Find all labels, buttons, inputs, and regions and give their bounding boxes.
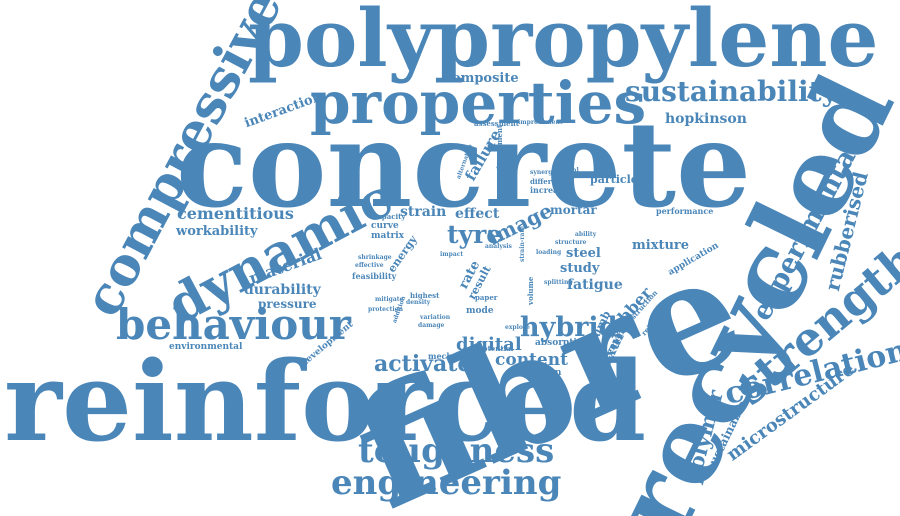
word-effective: effective (355, 262, 384, 269)
word-impact: impact (440, 251, 464, 258)
word-sustainability: sustainability (625, 75, 838, 108)
word-assessment: assessment (474, 119, 519, 128)
word-cementitious: cementitious (177, 204, 294, 223)
word-polypropylene: polypropylene (248, 0, 879, 85)
word-mixture: mixture (632, 238, 690, 253)
word-loading: loading (536, 249, 562, 256)
word-environmental: environmental (169, 342, 243, 352)
word-increase: increase (530, 185, 568, 195)
word-concrete: concrete (176, 95, 752, 234)
word-activated: activated (374, 351, 487, 377)
word-workability: workability (176, 224, 258, 239)
word-behaviour: behaviour (116, 300, 351, 349)
word-composite: composite (444, 71, 519, 86)
word-hopkinson: hopkinson (665, 111, 747, 127)
word-analysis: analysis (485, 243, 512, 250)
word-optimal: optimal (553, 167, 579, 174)
word-hybrid: hybrid (520, 312, 618, 343)
word-mechanical: mechanical (428, 351, 480, 361)
word-performance: performance (656, 206, 714, 216)
word-particle: particle (590, 173, 638, 186)
word-splitting: splitting (544, 279, 573, 286)
word-digital: digital (456, 334, 522, 355)
word-explore: explore (505, 324, 530, 331)
word-enhancement: enhancement (495, 124, 504, 178)
word-mortar: mortar (550, 203, 597, 217)
word-properties: properties (310, 69, 647, 137)
word-shrinkage: shrinkage (358, 254, 392, 261)
word-ability: ability (575, 231, 597, 238)
word-reinforced: reinforced (4, 337, 647, 466)
word-production: production (506, 368, 562, 378)
word-study: study (560, 261, 600, 276)
word-capacity: capacity (373, 212, 406, 221)
word-feasibility: feasibility (352, 271, 397, 281)
word-durability: durability (244, 282, 321, 298)
word-damage: damage (418, 322, 445, 329)
word-protection: protection (368, 306, 404, 313)
word-strain-rate: strain-rate (519, 226, 526, 262)
word-toughness: toughness (358, 431, 555, 471)
word-tyre: tyre (447, 220, 503, 249)
word-potential: potential (478, 344, 514, 353)
word-synergistic: synergistic (530, 169, 567, 176)
word-fatigue: fatigue (567, 277, 623, 293)
word-effect: effect (455, 206, 500, 222)
word-mode: mode (466, 306, 494, 316)
word-steel: steel (566, 246, 601, 261)
word-structure: structure (555, 239, 587, 246)
word-density: density (406, 299, 431, 306)
word-strain: strain (400, 204, 447, 220)
word-volume: volume (526, 276, 535, 305)
word-improvement: improvement (518, 119, 563, 126)
word-mitigate: mitigate (375, 296, 404, 303)
word-highest: highest (410, 291, 440, 300)
word-paper: paper (475, 293, 498, 302)
word-variation: variation (420, 314, 451, 321)
word-engineering: engineering (331, 463, 562, 503)
word-matrix: matrix (371, 231, 405, 241)
word-content: content (495, 350, 568, 370)
word-different: different (530, 177, 565, 186)
word-absorption: absorption (535, 338, 590, 348)
word-curve: curve (371, 221, 399, 231)
word-pressure: pressure (258, 297, 317, 311)
